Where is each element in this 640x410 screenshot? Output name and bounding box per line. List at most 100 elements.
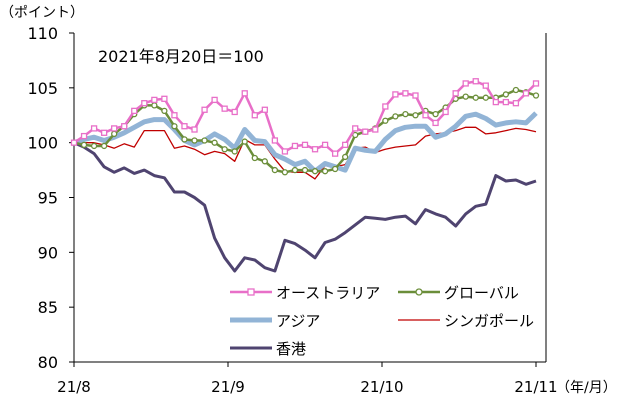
data-point: [281, 169, 289, 176]
data-point: [241, 138, 248, 145]
legend-label: 香港: [276, 340, 306, 358]
data-point: [271, 166, 279, 174]
data-point: [80, 141, 88, 149]
data-point: [231, 148, 238, 155]
data-point: [181, 123, 188, 130]
data-point: [161, 95, 168, 102]
data-point: [321, 168, 329, 175]
data-point: [432, 119, 439, 127]
data-point: [301, 141, 309, 149]
x-tick-label: 21/10: [360, 378, 403, 396]
y-tick-label: 85: [38, 298, 58, 317]
data-point: [90, 142, 98, 150]
data-point: [231, 108, 238, 116]
data-point: [412, 112, 419, 119]
data-point: [161, 107, 168, 115]
data-point: [392, 91, 399, 98]
y-tick-label: 90: [38, 243, 58, 262]
data-point: [321, 141, 329, 149]
data-point: [372, 126, 379, 133]
data-point: [100, 142, 108, 150]
data-point: [80, 132, 88, 140]
data-point: [402, 111, 409, 118]
y-tick-label: 110: [27, 24, 58, 43]
data-point: [191, 137, 198, 144]
data-point: [90, 125, 98, 132]
x-axis-unit-label: （年/月）: [556, 380, 617, 396]
y-tick-label: 80: [38, 353, 58, 372]
x-tick-label: 21/8: [57, 378, 91, 396]
data-point: [412, 92, 419, 99]
legend-label: オーストラリア: [276, 284, 380, 302]
data-point: [131, 107, 138, 115]
data-point: [442, 108, 449, 116]
data-point: [221, 146, 228, 153]
data-point: [311, 168, 319, 175]
data-point: [402, 90, 409, 97]
legend-label: アジア: [276, 312, 320, 330]
data-point: [342, 141, 349, 149]
data-point: [151, 96, 158, 104]
data-point: [452, 90, 459, 97]
data-point: [362, 128, 369, 135]
data-point: [462, 93, 469, 100]
data-point: [502, 98, 510, 106]
data-point: [482, 94, 489, 101]
data-point: [522, 90, 530, 97]
data-point: [532, 92, 540, 99]
base-date-annotation: 2021年8月20日＝100: [98, 47, 264, 66]
data-point: [271, 137, 279, 144]
data-point: [261, 106, 268, 113]
y-axis-unit-label: （ポイント）: [0, 5, 84, 21]
data-point: [151, 102, 158, 109]
data-point: [100, 129, 108, 136]
data-point: [472, 94, 479, 101]
data-point: [201, 137, 208, 144]
y-tick-label: 95: [38, 189, 58, 208]
data-point: [281, 148, 289, 155]
data-point: [472, 78, 479, 85]
data-point: [251, 154, 258, 162]
data-point: [502, 91, 510, 98]
data-point: [342, 153, 349, 161]
data-point: [211, 139, 218, 146]
data-point: [221, 105, 228, 112]
data-point: [532, 80, 540, 87]
data-point: [392, 113, 399, 120]
data-point: [301, 166, 309, 174]
data-point: [422, 112, 429, 119]
data-point: [70, 139, 78, 146]
y-tick-label: 100: [27, 134, 58, 153]
data-point: [352, 125, 359, 132]
data-point: [181, 136, 188, 143]
y-tick-label: 105: [27, 79, 58, 98]
data-point: [352, 131, 359, 139]
data-point: [432, 111, 439, 118]
data-point: [171, 112, 178, 119]
data-point: [111, 130, 118, 138]
data-point: [111, 125, 118, 132]
data-point: [462, 80, 469, 87]
data-point: [261, 158, 268, 165]
data-point: [141, 100, 148, 107]
x-tick-label: 21/11: [514, 378, 557, 396]
legend-label: シンガポール: [444, 312, 534, 330]
data-point: [482, 82, 489, 89]
series-line-4: [73, 141, 537, 273]
legend-marker: [415, 288, 423, 296]
series-line-2: [73, 111, 538, 174]
data-point: [512, 100, 520, 107]
data-point: [311, 146, 319, 153]
x-tick-label: 21/9: [211, 378, 245, 396]
data-point: [121, 123, 128, 130]
legend-label: グローバル: [444, 284, 519, 302]
data-point: [291, 142, 299, 150]
data-point: [201, 106, 208, 113]
data-point: [251, 112, 258, 119]
data-point: [492, 98, 499, 106]
data-point: [382, 117, 389, 124]
data-point: [211, 96, 218, 104]
legend-marker: [247, 288, 255, 296]
data-point: [191, 126, 198, 133]
